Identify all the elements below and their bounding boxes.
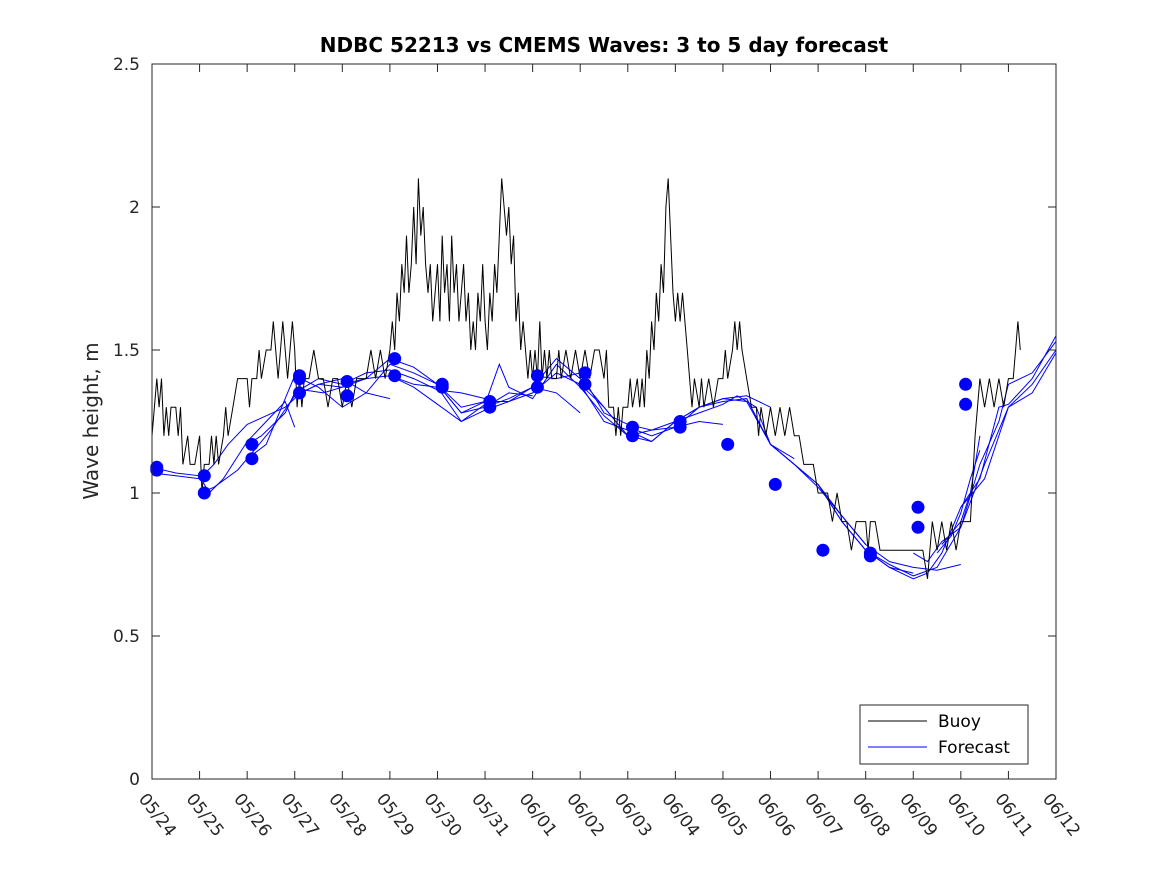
forecast-run-line [389, 362, 629, 437]
forecast-markers [150, 352, 973, 563]
forecast-marker [911, 500, 925, 514]
forecast-marker [340, 389, 354, 403]
forecast-marker [388, 352, 402, 366]
forecast-run-line [770, 444, 961, 571]
legend: Buoy Forecast [859, 704, 1029, 765]
y-axis-label: Wave height, m [79, 342, 103, 499]
forecast-marker [816, 543, 830, 557]
forecast-marker [245, 437, 259, 451]
forecast-marker [768, 477, 782, 491]
forecast-marker [863, 549, 877, 563]
y-axis: 0 0.5 1 1.5 2 2.5 [113, 55, 1056, 790]
forecast-marker [340, 375, 354, 388]
plot-frame [151, 63, 1057, 780]
forecast-marker [245, 452, 259, 466]
forecast-marker [293, 372, 306, 386]
forecast-marker [578, 366, 592, 380]
buoy-line [151, 178, 1021, 579]
forecast-marker [578, 377, 592, 391]
forecast-marker [959, 377, 973, 391]
y-tick-label: 2.5 [113, 55, 140, 75]
forecast-run-line [199, 378, 391, 494]
forecast-marker [673, 420, 687, 434]
forecast-marker [150, 463, 164, 477]
forecast-run-line [151, 386, 343, 480]
y-tick-label: 0.5 [113, 627, 140, 647]
forecast-marker [911, 520, 925, 534]
forecast-marker [530, 369, 544, 383]
forecast-marker [959, 397, 973, 411]
forecast-run-line [913, 341, 1057, 563]
forecast-run-line [532, 372, 771, 431]
legend-buoy-label: Buoy [938, 712, 981, 732]
forecast-marker [483, 400, 497, 414]
forecast-marker [388, 369, 402, 383]
forecast-marker [530, 380, 544, 394]
legend-forecast-label: Forecast [938, 738, 1010, 758]
forecast-marker [197, 469, 211, 483]
y-tick-label: 1.5 [113, 341, 140, 361]
forecast-run-line [817, 349, 1057, 577]
y-tick-label: 2 [129, 198, 140, 218]
legend-box [859, 704, 1029, 765]
forecast-run-line [151, 400, 296, 494]
y-tick-label: 0 [129, 770, 140, 790]
forecast-marker [435, 380, 449, 394]
forecast-marker [721, 437, 735, 451]
chart-title: NDBC 52213 vs CMEMS Waves: 3 to 5 day fo… [320, 33, 889, 57]
buoy-series [151, 178, 1021, 579]
forecast-marker [197, 486, 211, 500]
forecast-marker [626, 429, 639, 443]
forecast-run-line [865, 352, 1057, 580]
forecast-marker [293, 386, 306, 400]
y-tick-label: 1 [129, 484, 140, 504]
